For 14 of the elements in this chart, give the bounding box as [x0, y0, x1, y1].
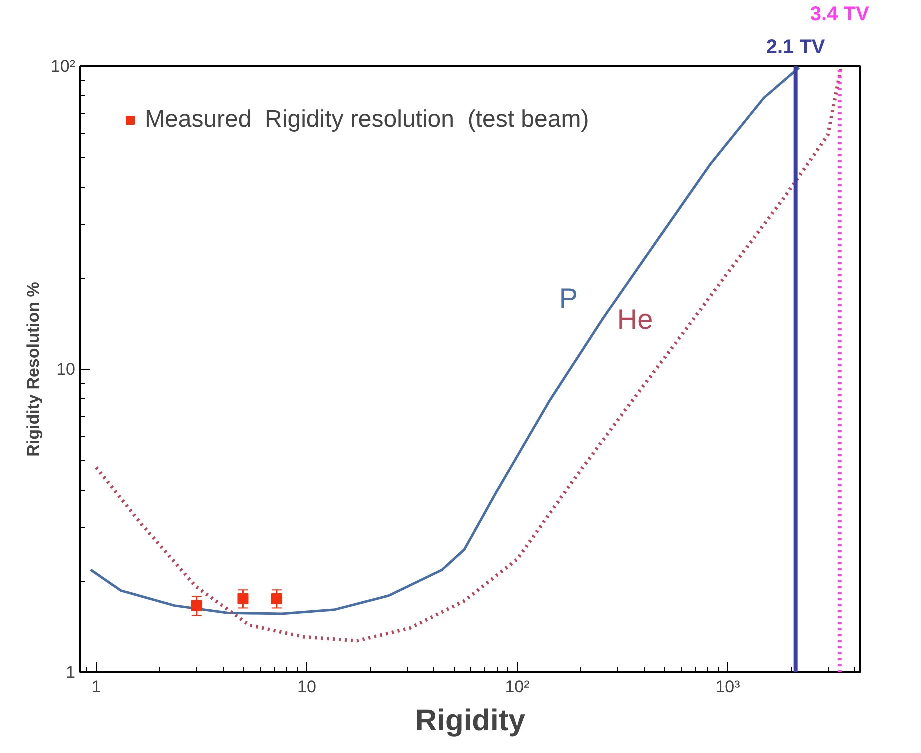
ref-line-label: 3.4 TV	[810, 4, 870, 26]
series-label: P	[559, 282, 578, 314]
y-tick-label: 10²	[50, 57, 76, 76]
series-label: He	[617, 304, 654, 336]
x-tick-label: 10	[298, 678, 316, 696]
x-tick-label: 1	[92, 678, 102, 696]
x-tick-label: 10²	[505, 678, 530, 696]
y-tick-label: 10	[56, 360, 76, 379]
y-axis-title: Rigidity Resolution %	[24, 282, 43, 457]
x-axis-title: Rigidity	[416, 704, 526, 738]
y-tick-label: 1	[66, 663, 76, 682]
legend-label: Measured Rigidity resolution (test beam)	[145, 106, 590, 134]
x-tick-label: 10³	[716, 678, 741, 696]
ref-line-label: 2.1 TV	[766, 36, 826, 58]
